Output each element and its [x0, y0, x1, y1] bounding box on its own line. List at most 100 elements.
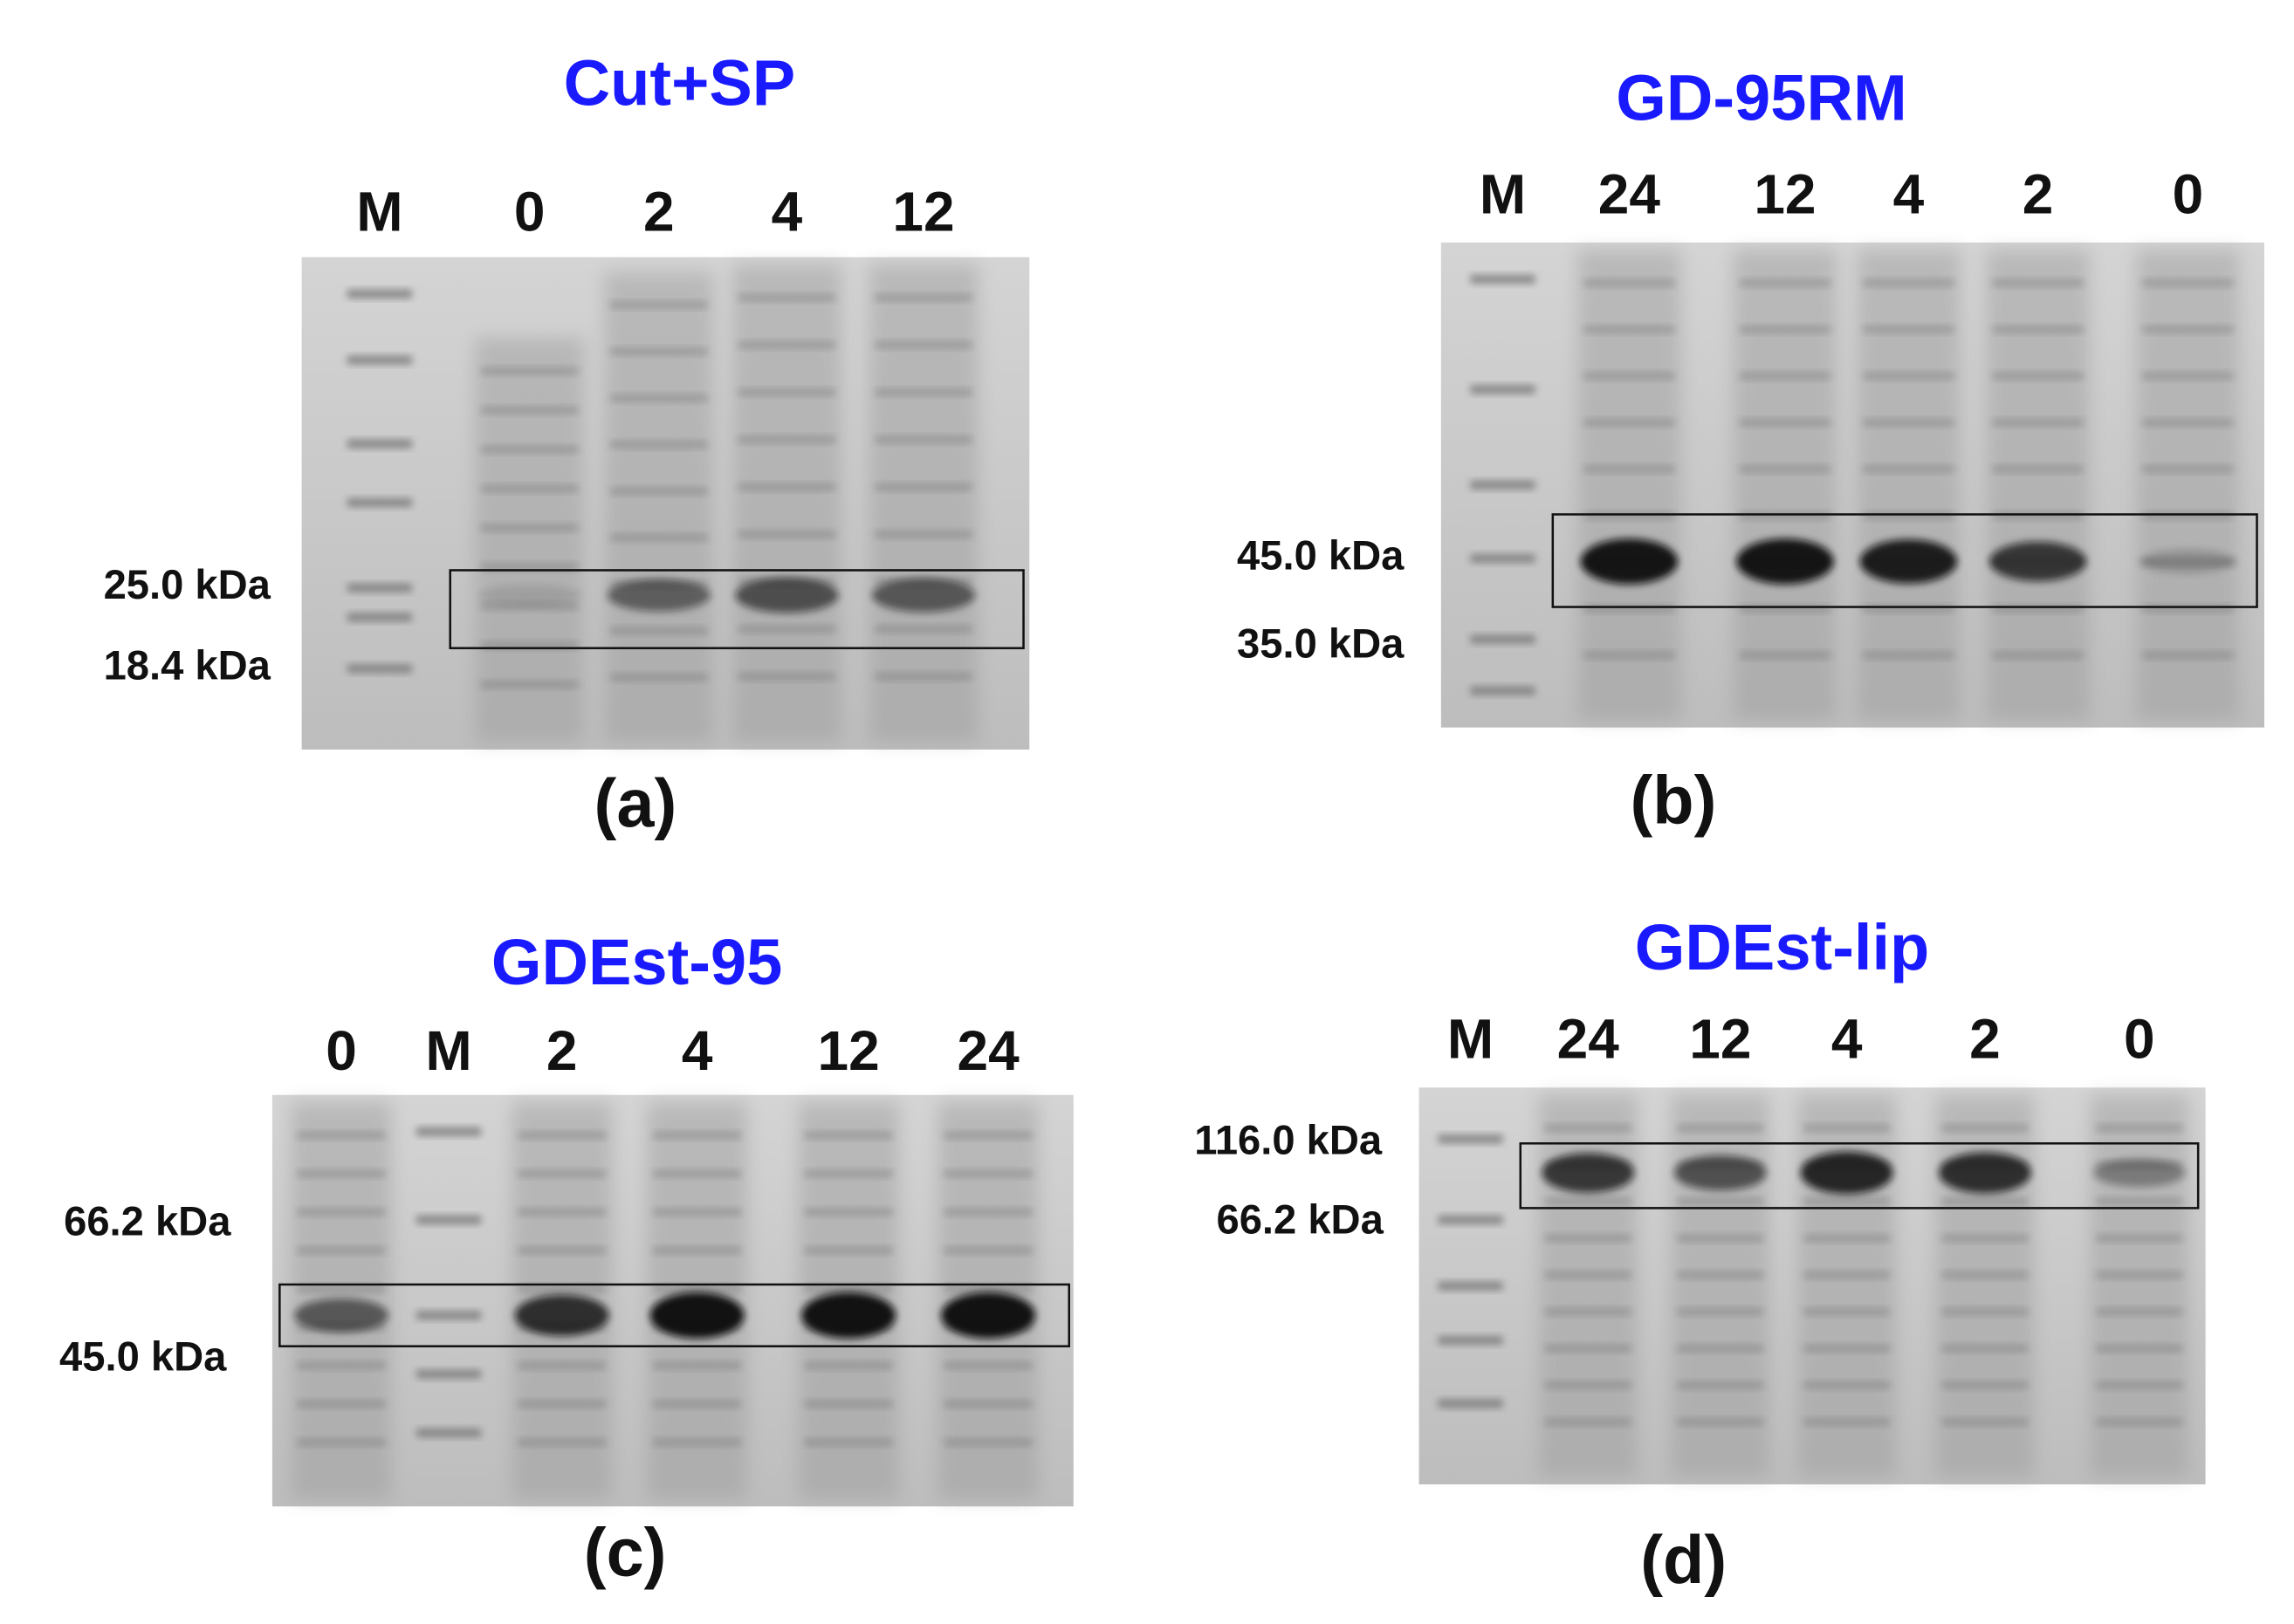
ladder-band	[347, 355, 412, 365]
lane-band	[1941, 1345, 2029, 1353]
lane-band	[1941, 1197, 2029, 1206]
highlight-box	[1551, 513, 2258, 608]
lane-label: 12	[892, 180, 954, 243]
lane-label: 12	[818, 1019, 880, 1082]
lane-band	[518, 1169, 607, 1178]
lane-label: M	[356, 180, 402, 243]
lane-band	[297, 1438, 386, 1447]
lane-band	[738, 435, 836, 444]
lane-band	[297, 1246, 386, 1255]
lane-band	[1583, 372, 1675, 380]
target-band	[514, 1294, 609, 1336]
lane-band	[1583, 605, 1675, 613]
marker-label: 66.2 kDa	[1216, 1196, 1384, 1243]
lane-label: 4	[772, 180, 803, 243]
ladder-band	[347, 664, 412, 674]
marker-label: 66.2 kDa	[64, 1197, 231, 1244]
lane-band	[297, 1400, 386, 1408]
lane-band	[1863, 465, 1954, 473]
target-band	[1673, 1155, 1767, 1191]
panel-title: GDEst-lip	[1635, 911, 1930, 983]
lane-label: M	[1447, 1008, 1494, 1071]
lane-band	[875, 293, 972, 302]
marker-label: 35.0 kDa	[1237, 620, 1405, 666]
panel-caption: (a)	[594, 766, 677, 841]
marker-label: 25.0 kDa	[104, 561, 271, 607]
target-band	[1989, 541, 2087, 582]
lane-label: 4	[1831, 1008, 1863, 1071]
lane-band	[1677, 1234, 1764, 1243]
lane-band	[1941, 1234, 2029, 1243]
marker-label: 18.4 kDa	[104, 642, 271, 689]
lane-smear	[731, 264, 841, 743]
lane-band	[804, 1208, 893, 1216]
lane-band	[1863, 651, 1954, 660]
gel-panel: M 24 12 4 2 0 45.0 kDa 35.0 kDa GD-95RM (b)	[1237, 61, 2264, 838]
lane-band	[944, 1246, 1033, 1255]
lane-label: 2	[2023, 162, 2054, 225]
lane-band	[1677, 1345, 1764, 1353]
lane-smear	[1733, 250, 1837, 721]
target-band	[2139, 549, 2236, 573]
lane-band	[2096, 1381, 2183, 1389]
lane-band	[2142, 372, 2234, 380]
lane-band	[944, 1169, 1033, 1178]
lane-label: 2	[1969, 1008, 2001, 1071]
lane-band	[944, 1131, 1033, 1140]
lane-label: 12	[1689, 1008, 1751, 1071]
marker-label: 45.0 kDa	[59, 1333, 227, 1379]
lane-band	[1992, 651, 2084, 660]
lane-band	[1677, 1271, 1764, 1279]
lane-band	[1803, 1345, 1891, 1353]
target-band	[1800, 1151, 1893, 1195]
lane-smear	[2090, 1094, 2189, 1477]
lane-band	[1544, 1418, 1631, 1426]
lane-band	[1941, 1418, 2029, 1426]
lane-band	[610, 627, 708, 634]
lane-band	[875, 531, 972, 538]
target-band	[735, 577, 839, 613]
lane-band	[804, 1361, 893, 1370]
ladder-band	[416, 1127, 482, 1136]
lane-band	[1739, 372, 1831, 380]
lane-band	[804, 1438, 893, 1447]
lane-band	[944, 1285, 1033, 1293]
lane-label: M	[1480, 162, 1526, 225]
lane-band	[1992, 465, 2084, 473]
lane-band	[804, 1400, 893, 1408]
highlight-box	[449, 569, 1025, 649]
highlight-box	[1519, 1142, 2200, 1209]
lane-smear	[1986, 250, 2090, 721]
ladder-band	[347, 613, 412, 622]
lane-band	[1583, 651, 1675, 660]
lane-band	[1803, 1307, 1891, 1316]
lane-band	[2142, 511, 2234, 520]
ladder-band	[416, 1429, 482, 1438]
lane-band	[1941, 1271, 2029, 1279]
panel-caption: (d)	[1640, 1523, 1727, 1598]
lane-band	[1583, 465, 1675, 473]
lane-band	[1739, 605, 1831, 613]
lane-band	[1863, 278, 1954, 287]
panel-title: GDEst-95	[491, 926, 783, 998]
lane-band	[1803, 1381, 1891, 1389]
ladder-band	[1438, 1335, 1503, 1346]
lane-band	[875, 483, 972, 491]
lane-label: 2	[643, 180, 675, 243]
target-band	[2092, 1158, 2186, 1187]
lane-label: 4	[682, 1019, 713, 1082]
ladder-band	[1470, 553, 1535, 564]
lane-band	[1803, 1124, 1891, 1132]
lane-band	[1544, 1271, 1631, 1279]
lane-band	[1583, 325, 1675, 333]
lane-label: 12	[1754, 162, 1816, 225]
lane-label: 4	[1893, 162, 1925, 225]
target-band	[1859, 539, 1957, 584]
lane-band	[944, 1361, 1033, 1370]
lane-band	[1544, 1197, 1631, 1206]
lane-band	[518, 1208, 607, 1216]
lane-band	[1941, 1307, 2029, 1316]
lane-band	[653, 1208, 742, 1216]
lane-band	[944, 1400, 1033, 1408]
